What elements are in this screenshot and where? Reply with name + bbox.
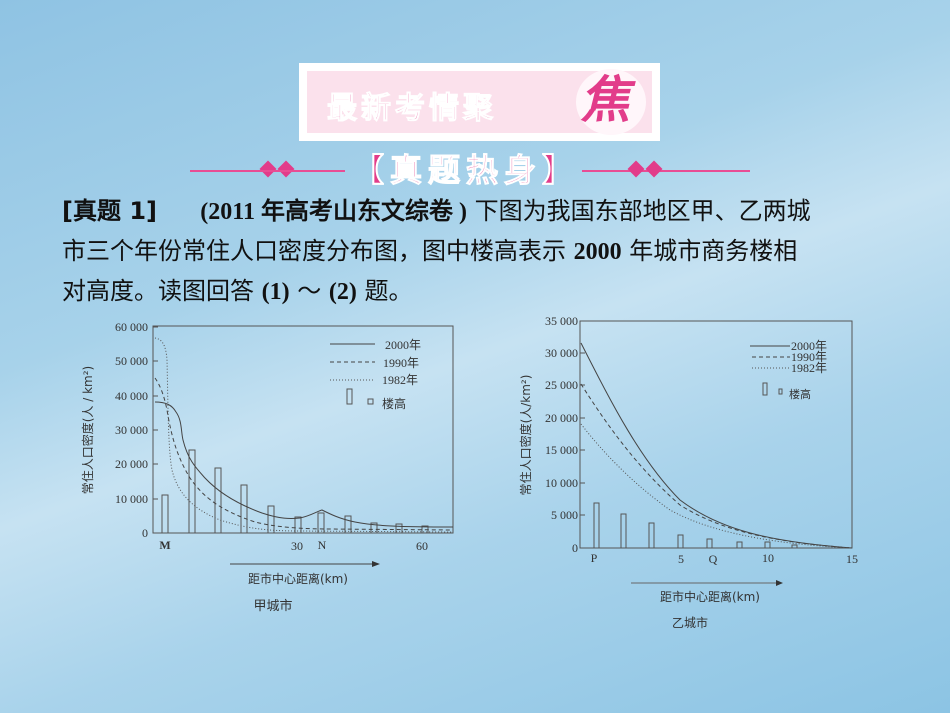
range-separator: ～ (297, 277, 322, 305)
y-tick-label: 25 000 (545, 378, 578, 392)
chart-1-y-axis-label: 常住人口密度(人 / km²) (80, 366, 95, 495)
chart-2-legend: 2000年 1990年 1982年 楼高 (750, 339, 827, 401)
question-source: (2011 年高考山东文综卷 ) (200, 199, 467, 225)
y-tick-label: 0 (142, 526, 148, 540)
legend-2000: 2000年 (791, 339, 827, 353)
y-tick-label: 40 000 (115, 389, 148, 403)
legend-2000: 2000年 (385, 338, 421, 352)
legend-1990: 1990年 (383, 356, 419, 370)
x-tick-N: N (318, 538, 327, 552)
banner-circle-decoration (576, 69, 646, 135)
y-tick-label: 15 000 (545, 443, 578, 457)
question-text-segment: 年城市商务楼相 (629, 237, 798, 265)
divider-right (582, 170, 750, 172)
chart-1-line-1982 (154, 337, 454, 533)
question-text-segment: 市三个年份常住人口密度分布图，图中楼高表示 (62, 237, 566, 265)
year-number: 2000 (573, 239, 622, 265)
legend-1990: 1990年 (791, 350, 827, 364)
building-legend-icon (346, 388, 353, 405)
chart-1-x-ticks: M 30 N 60 (159, 538, 428, 553)
chart-2-line-1990 (580, 383, 853, 549)
chart-1-legend: 2000年 1990年 1982年 楼高 (330, 338, 421, 411)
chart-2-x-ticks: P 5 Q 10 15 (591, 551, 858, 566)
chart-2-buildings (593, 502, 798, 549)
y-tick-label: 30 000 (115, 423, 148, 437)
chart-2-frame (579, 320, 853, 549)
chart-1-buildings (161, 449, 429, 534)
x-tick-Q: Q (709, 552, 718, 566)
sub-question-ref: (2) (328, 279, 357, 305)
legend-1982: 1982年 (791, 361, 827, 375)
y-tick-label: 5 000 (551, 508, 578, 522)
section-banner: 最新考情聚 焦 (299, 63, 660, 141)
chart-1-line-1990 (154, 377, 454, 531)
x-tick-30: 30 (291, 539, 303, 553)
y-tick-label: 50 000 (115, 354, 148, 368)
chart-2-y-axis-label: 常住人口密度(人/km²) (518, 375, 533, 496)
chart-1-y-ticks: 0 10 000 20 000 30 000 40 000 50 000 60 … (115, 320, 148, 540)
chart-1-frame (152, 325, 454, 534)
y-tick-label: 60 000 (115, 320, 148, 334)
chart-1-line-2000 (154, 401, 454, 528)
question-line-2: 市三个年份常住人口密度分布图，图中楼高表示 2000 年城市商务楼相 (62, 232, 902, 272)
subheading-title: 【真题热身】 (351, 151, 581, 190)
banner-big-char: 焦 (580, 70, 630, 129)
y-tick-label: 20 000 (545, 411, 578, 425)
building-legend-icon-small (367, 398, 374, 405)
y-tick-label: 0 (572, 541, 578, 555)
question-text: [真题 1] (2011 年高考山东文综卷 ) 下图为我国东部地区甲、乙两城 市… (62, 192, 902, 312)
building-legend-icon-small (778, 388, 783, 395)
y-tick-label: 10 000 (545, 476, 578, 490)
legend-building-height: 楼高 (382, 396, 406, 411)
chart-2-line-1982 (580, 423, 853, 549)
chart-1-title: 甲城市 (253, 598, 292, 614)
legend-building-height: 楼高 (789, 387, 811, 401)
chart-2-x-arrow (631, 580, 783, 586)
chart-2-y-ticks: 0 5 000 10 000 15 000 20 000 25 000 30 0… (545, 314, 578, 555)
divider-left (190, 170, 345, 172)
banner-background: 最新考情聚 焦 (307, 69, 652, 135)
legend-1982: 1982年 (382, 373, 418, 387)
x-tick-10: 10 (762, 551, 774, 565)
y-tick-label: 10 000 (115, 492, 148, 506)
chart-2-x-axis-label: 距市中心距离(km) (660, 589, 760, 604)
chart-1-x-arrow (230, 561, 380, 567)
x-tick-60: 60 (416, 539, 428, 553)
subheading: 【真题热身】 (190, 150, 750, 190)
y-tick-label: 35 000 (545, 314, 578, 328)
question-line-3: 对高度。读图回答 (1) ～ (2) 题。 (62, 272, 902, 312)
sub-question-ref: (1) (261, 279, 290, 305)
question-intro: 下图为我国东部地区甲、乙两城 (474, 197, 811, 225)
question-text-segment: 题。 (364, 277, 413, 305)
x-tick-M: M (159, 538, 170, 552)
question-line-1: [真题 1] (2011 年高考山东文综卷 ) 下图为我国东部地区甲、乙两城 (62, 192, 902, 232)
x-tick-15: 15 (846, 552, 858, 566)
x-tick-5: 5 (678, 552, 684, 566)
question-text-segment: 对高度。读图回答 (62, 277, 254, 305)
banner-title: 最新考情聚 (327, 91, 497, 127)
building-legend-icon (762, 382, 768, 396)
y-tick-label: 30 000 (545, 346, 578, 360)
y-tick-label: 20 000 (115, 457, 148, 471)
chart-2-title: 乙城市 (672, 615, 708, 630)
chart-1-x-axis-label: 距市中心距离(km) (248, 571, 348, 586)
question-label: [真题 1] (62, 197, 157, 225)
x-tick-P: P (591, 551, 598, 565)
